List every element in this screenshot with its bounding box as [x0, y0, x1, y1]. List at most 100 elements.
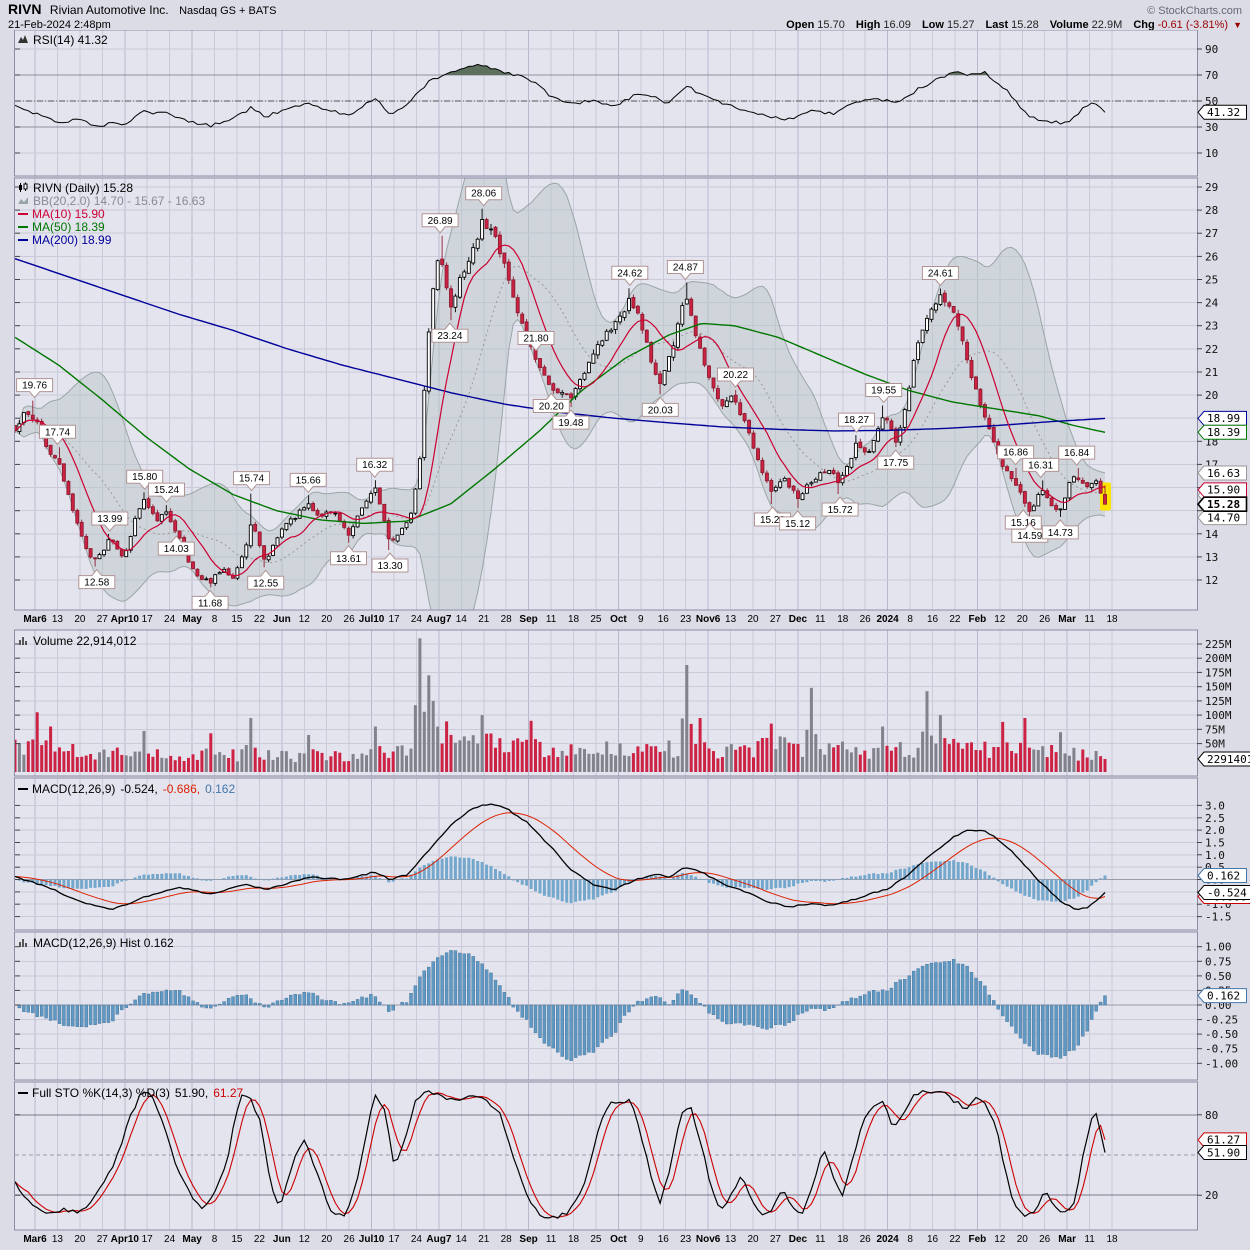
svg-text:41.32: 41.32 — [1207, 106, 1240, 119]
svg-text:Feb: Feb — [969, 1234, 987, 1245]
svg-text:Feb: Feb — [969, 614, 987, 625]
svg-text:28: 28 — [501, 1234, 513, 1245]
svg-text:13: 13 — [1205, 551, 1218, 564]
svg-text:22: 22 — [254, 614, 266, 625]
svg-text:24: 24 — [411, 614, 423, 625]
svg-text:20.22: 20.22 — [723, 370, 748, 381]
svg-text:26: 26 — [1039, 1234, 1051, 1245]
svg-text:24: 24 — [411, 1234, 423, 1245]
exchange-label: Nasdaq GS + BATS — [179, 5, 277, 17]
copyright-label: © StockCharts.com — [1147, 5, 1242, 17]
svg-text:Sep: Sep — [519, 1234, 537, 1245]
svg-text:21: 21 — [478, 614, 490, 625]
svg-text:26: 26 — [1039, 614, 1051, 625]
svg-text:Apr10: Apr10 — [111, 614, 140, 625]
svg-text:2024: 2024 — [876, 1234, 899, 1245]
svg-text:17: 17 — [142, 614, 154, 625]
svg-text:125M: 125M — [1205, 695, 1232, 708]
svg-text:20: 20 — [321, 1234, 333, 1245]
ticker-symbol: RIVN — [8, 1, 42, 17]
svg-text:Mar: Mar — [1058, 1234, 1076, 1245]
svg-text:1.5: 1.5 — [1205, 837, 1225, 850]
chart-header: RIVN Rivian Automotive Inc. Nasdaq GS + … — [0, 0, 1250, 32]
svg-text:17: 17 — [142, 1234, 154, 1245]
svg-text:Jun: Jun — [273, 1234, 291, 1245]
svg-text:12: 12 — [299, 614, 311, 625]
svg-text:12: 12 — [994, 614, 1006, 625]
svg-text:20: 20 — [1205, 389, 1218, 402]
svg-text:Oct: Oct — [610, 1234, 627, 1245]
svg-text:Jul10: Jul10 — [359, 614, 385, 625]
svg-text:13: 13 — [725, 1234, 737, 1245]
svg-text:14: 14 — [1205, 528, 1219, 541]
svg-text:27: 27 — [97, 1234, 109, 1245]
svg-text:14.73: 14.73 — [1048, 528, 1073, 539]
svg-text:0.162: 0.162 — [1207, 869, 1240, 882]
svg-text:13.99: 13.99 — [97, 514, 122, 525]
svg-text:Nov6: Nov6 — [696, 614, 721, 625]
svg-text:20.03: 20.03 — [648, 405, 673, 416]
svg-text:16.84: 16.84 — [1064, 448, 1089, 459]
svg-text:18.27: 18.27 — [844, 415, 869, 426]
x-axis-labels: Mar6 13 20 27 Apr10 17 24 May 8 15 22 Jun 12 20 26 Jul1… — [23, 614, 1118, 1245]
svg-text:16: 16 — [658, 1234, 670, 1245]
svg-text:Aug7: Aug7 — [426, 1234, 451, 1245]
volume-value: 22.9M — [1091, 19, 1123, 31]
svg-text:80: 80 — [1205, 1109, 1218, 1122]
axis-value-tags: 41.3218.9918.3916.6315.6715.9014.7015.28… — [1196, 104, 1250, 1160]
svg-text:28: 28 — [1205, 204, 1218, 217]
svg-text:14: 14 — [456, 1234, 468, 1245]
svg-text:15.24: 15.24 — [154, 485, 179, 496]
svg-text:11: 11 — [546, 614, 557, 625]
svg-text:11: 11 — [546, 1234, 557, 1245]
quote-summary: Open 15.70 High 16.09 Low 15.27 Last 15.28 V… — [778, 18, 1242, 32]
svg-text:17: 17 — [388, 1234, 400, 1245]
svg-text:26: 26 — [344, 614, 356, 625]
ma10-line — [15, 244, 1106, 577]
svg-text:8: 8 — [212, 614, 218, 625]
svg-text:Jun: Jun — [273, 614, 291, 625]
svg-text:20: 20 — [74, 614, 86, 625]
svg-text:22: 22 — [254, 1234, 266, 1245]
svg-text:23.24: 23.24 — [437, 331, 462, 342]
svg-text:26: 26 — [344, 1234, 356, 1245]
svg-text:9: 9 — [638, 1234, 644, 1245]
svg-text:26: 26 — [1205, 250, 1218, 263]
svg-text:90: 90 — [1205, 43, 1218, 56]
svg-text:28.06: 28.06 — [471, 189, 496, 200]
svg-text:18: 18 — [837, 1234, 849, 1245]
svg-text:12.55: 12.55 — [253, 578, 278, 589]
svg-text:25: 25 — [1205, 274, 1218, 287]
svg-text:24.87: 24.87 — [673, 263, 698, 274]
last-value: 15.28 — [1011, 19, 1039, 31]
svg-text:22: 22 — [949, 614, 961, 625]
svg-text:15.29: 15.29 — [760, 515, 785, 526]
svg-text:23: 23 — [680, 614, 692, 625]
svg-text:23: 23 — [680, 1234, 692, 1245]
svg-text:1.00: 1.00 — [1205, 941, 1232, 954]
svg-text:50: 50 — [1205, 95, 1218, 108]
volume-label: Volume — [1049, 19, 1089, 31]
company-name: Rivian Automotive Inc. — [49, 3, 169, 17]
svg-text:75M: 75M — [1205, 723, 1225, 736]
svg-text:24: 24 — [164, 1234, 176, 1245]
svg-text:26: 26 — [860, 614, 872, 625]
svg-text:0.50: 0.50 — [1205, 970, 1232, 983]
sto-k-line — [15, 1090, 1106, 1219]
svg-text:20: 20 — [321, 614, 333, 625]
svg-text:24: 24 — [164, 614, 176, 625]
change-label: Chg — [1133, 19, 1155, 31]
svg-text:24.61: 24.61 — [928, 269, 953, 280]
svg-text:100M: 100M — [1205, 709, 1232, 722]
svg-text:13.61: 13.61 — [336, 554, 361, 565]
svg-text:13: 13 — [52, 1234, 64, 1245]
macd-line — [15, 803, 1106, 911]
svg-text:8: 8 — [907, 1234, 913, 1245]
svg-text:20: 20 — [1017, 1234, 1029, 1245]
svg-text:20: 20 — [747, 614, 759, 625]
svg-text:0.75: 0.75 — [1205, 955, 1232, 968]
svg-text:27: 27 — [97, 614, 109, 625]
svg-text:28: 28 — [501, 614, 513, 625]
svg-text:Oct: Oct — [610, 614, 627, 625]
